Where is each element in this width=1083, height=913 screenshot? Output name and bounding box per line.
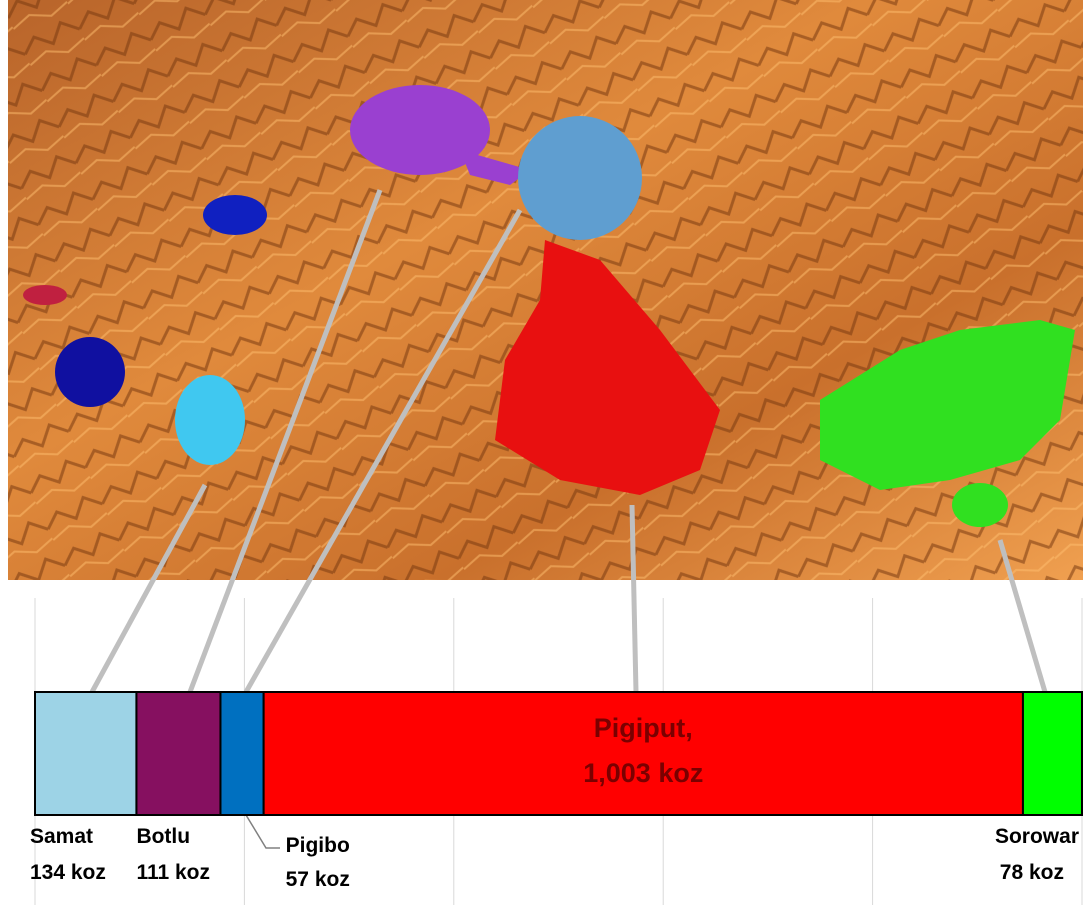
terrain-image [8,0,1083,580]
value-label: 1,003 koz [583,758,703,788]
segment-name: Sorowar [995,825,1079,848]
pigibo-leader [245,814,280,849]
bar-segment [34,691,138,816]
value-label: 78 koz [1000,861,1064,884]
value-label: 57 koz [286,868,350,891]
bar-segment [135,691,222,816]
bar-segment [1021,691,1083,816]
bar-segment [262,691,1024,816]
segment-name: Pigibo [286,834,350,857]
segment-name: Botlu [136,825,190,848]
leader-lines [89,189,1048,694]
segment-name: Samat [30,825,93,848]
value-label: 134 koz [30,861,106,884]
bar-segment [219,691,265,816]
segment-name: Pigiput, [594,713,693,743]
value-label: 111 koz [136,861,210,884]
